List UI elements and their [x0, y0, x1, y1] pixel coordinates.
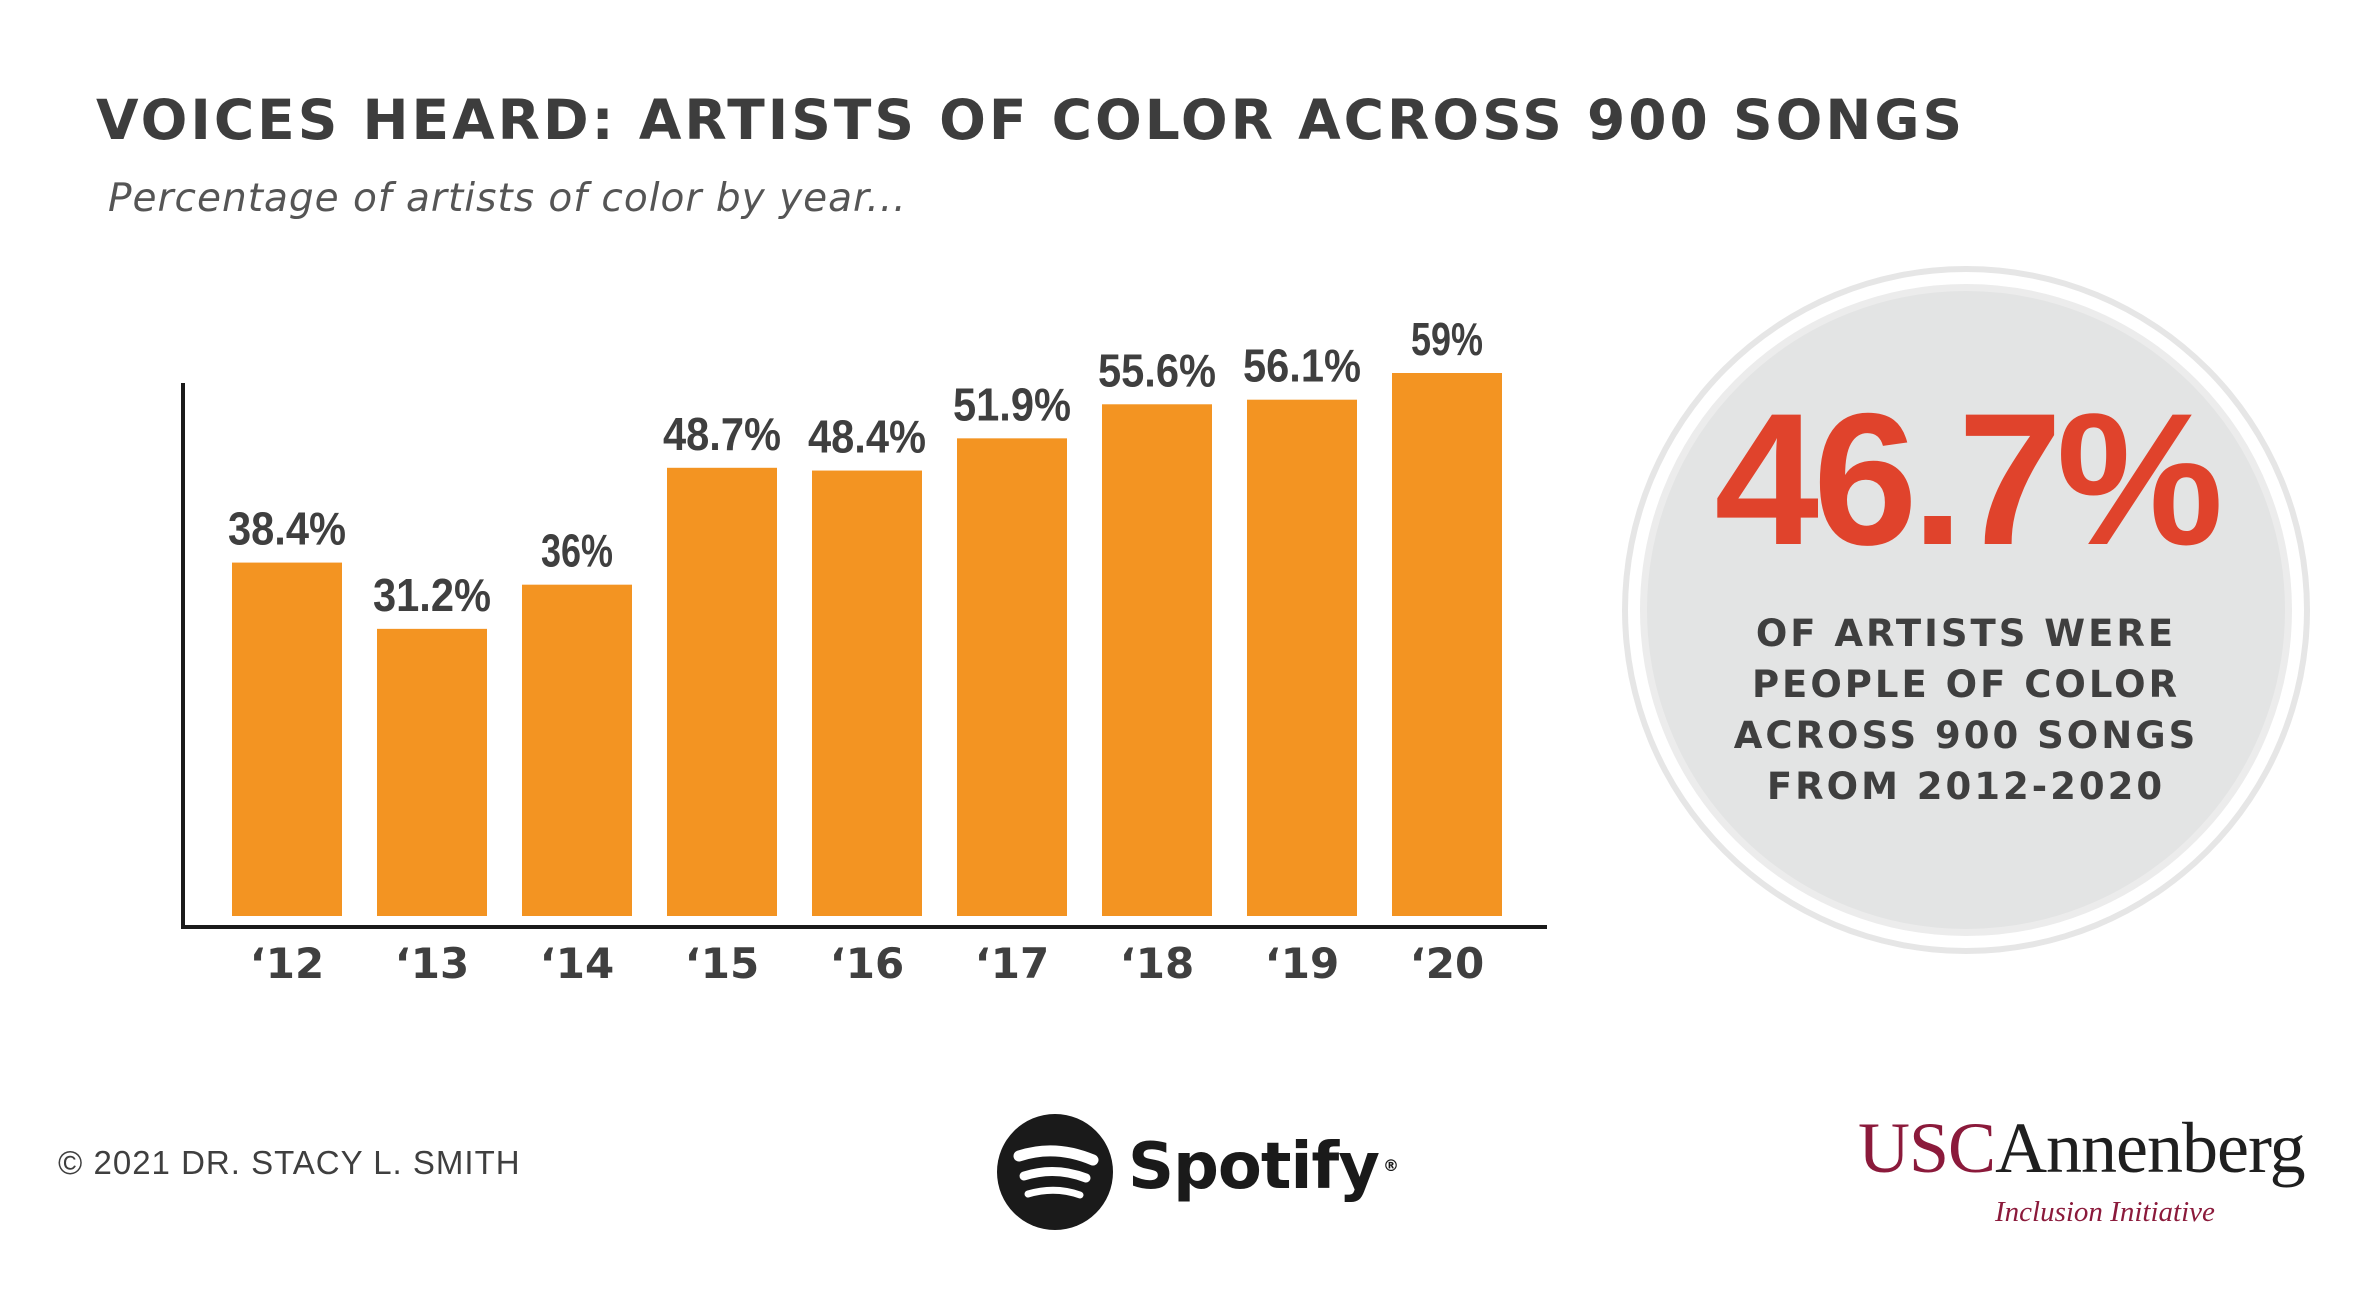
x-tick-label: ‘17 — [975, 939, 1049, 988]
bar-chart: 38.4% 31.2% 36% 48.7% 48.4% 51.9% 55.6% 56.1% 59… — [181, 313, 1547, 988]
highlight-caption-line: FROM 2012-2020 — [1766, 765, 2166, 808]
bar — [667, 467, 777, 916]
x-tick-label: ‘19 — [1265, 939, 1339, 988]
spotify-name: Spotify — [1128, 1130, 1380, 1204]
bar — [812, 470, 922, 916]
usc-annenberg-logo: USCAnnenberg — [1858, 1112, 2306, 1184]
inclusion-initiative-text: Inclusion Initiative — [1995, 1196, 2215, 1228]
data-label: 59% — [1411, 313, 1483, 365]
x-tick-label: ‘13 — [395, 939, 469, 988]
tick-labels-layer: ‘12 ‘13 ‘14 ‘15 ‘16 ‘17 ‘18 ‘19 ‘20 — [250, 939, 1484, 988]
bars-layer — [232, 373, 1502, 916]
x-tick-label: ‘16 — [830, 939, 904, 988]
bar — [522, 584, 632, 916]
bar — [232, 562, 342, 916]
bar — [957, 438, 1067, 916]
spotify-logo-icon — [997, 1114, 1113, 1230]
data-label: 38.4% — [228, 503, 346, 555]
x-tick-label: ‘12 — [250, 939, 324, 988]
data-label: 56.1% — [1243, 340, 1361, 392]
data-label: 55.6% — [1098, 344, 1216, 396]
bar — [1247, 399, 1357, 916]
bar — [1102, 404, 1212, 916]
x-tick-label: ‘15 — [685, 939, 759, 988]
x-tick-label: ‘20 — [1410, 939, 1484, 988]
chart-title: VOICES HEARD: ARTISTS OF COLOR ACROSS 90… — [96, 88, 1966, 152]
registered-mark: ® — [1382, 1156, 1399, 1175]
x-tick-label: ‘18 — [1120, 939, 1194, 988]
data-label: 36% — [541, 525, 613, 577]
data-label: 31.2% — [373, 569, 491, 621]
data-label: 48.4% — [808, 411, 926, 463]
data-label: 48.7% — [663, 408, 781, 460]
highlight-caption: OF ARTISTS WERE PEOPLE OF COLOR ACROSS 9… — [1660, 608, 2272, 812]
copyright-text: © 2021 DR. STACY L. SMITH — [58, 1144, 521, 1181]
x-tick-label: ‘14 — [540, 939, 614, 988]
highlight-value: 46.7% — [1714, 374, 2223, 584]
chart-subtitle: Percentage of artists of color by year..… — [108, 176, 907, 221]
data-label: 51.9% — [953, 378, 1071, 430]
data-labels-layer: 38.4% 31.2% 36% 48.7% 48.4% 51.9% 55.6% 56.1% 59… — [228, 313, 1483, 621]
highlight-circle — [1640, 284, 2292, 936]
highlight-caption-line: PEOPLE OF COLOR — [1751, 663, 2181, 706]
bar — [377, 628, 487, 916]
usc-wordmark: USC — [1858, 1108, 1996, 1188]
spotify-wordmark: Spotify ® — [1128, 1130, 1399, 1204]
bar — [1392, 373, 1502, 916]
highlight-caption-line: OF ARTISTS WERE — [1755, 612, 2177, 655]
highlight-caption-line: ACROSS 900 SONGS — [1733, 714, 2199, 757]
annenberg-wordmark: Annenberg — [1995, 1108, 2306, 1188]
